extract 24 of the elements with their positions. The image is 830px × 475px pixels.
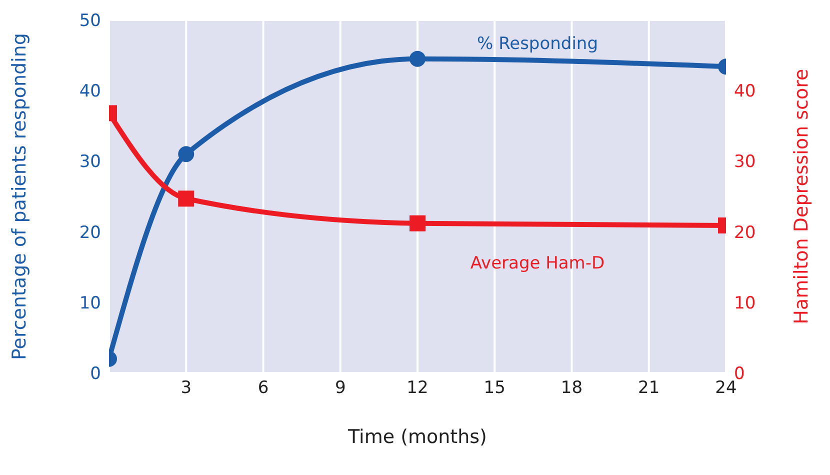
y-tick-label: 0 bbox=[90, 364, 101, 384]
x-tick-label: 3 bbox=[180, 378, 192, 398]
series-label: Average Ham-D bbox=[470, 253, 605, 274]
x-tick-label: 15 bbox=[484, 378, 506, 398]
y-tick-label: 20 bbox=[79, 222, 101, 243]
y-axis-title: Percentage of patients responding bbox=[8, 33, 31, 360]
x-tick-label: 18 bbox=[560, 378, 583, 398]
y-tick-label: 30 bbox=[79, 152, 101, 172]
x-tick-label: 12 bbox=[406, 378, 428, 398]
y2-tick-label: 0 bbox=[734, 364, 745, 384]
y2-tick-label: 40 bbox=[734, 82, 756, 102]
y-tick-label: 50 bbox=[79, 11, 101, 32]
x-tick-label: 9 bbox=[334, 378, 346, 398]
y2-axis-title: Hamilton Depression score bbox=[790, 68, 813, 324]
x-tick-label: 21 bbox=[638, 378, 660, 398]
y-tick-label: 10 bbox=[79, 293, 101, 314]
x-tick-label: 6 bbox=[258, 378, 269, 398]
y-tick-label: 40 bbox=[79, 82, 101, 102]
y2-tick-label: 10 bbox=[734, 293, 756, 314]
x-tick-label: 24 bbox=[715, 378, 737, 398]
series-label: % Responding bbox=[477, 34, 598, 54]
y2-tick-label: 20 bbox=[734, 222, 756, 243]
x-axis-title: Time (months) bbox=[347, 426, 487, 448]
y2-tick-label: 30 bbox=[734, 152, 756, 172]
